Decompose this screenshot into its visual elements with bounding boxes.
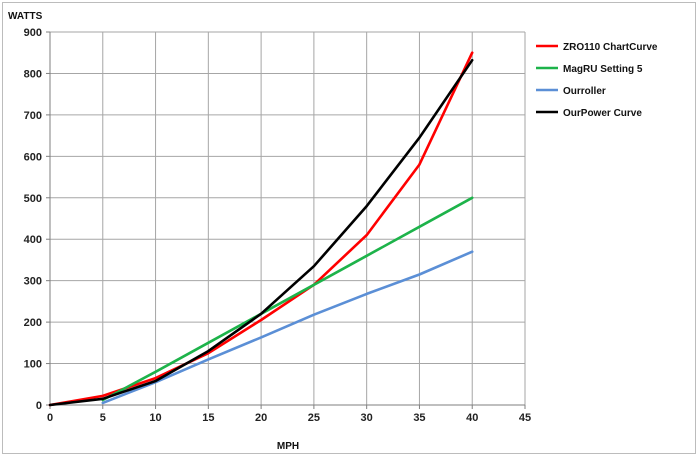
x-tick-label: 40	[466, 412, 478, 424]
legend-label-magru-setting-5: MagRU Setting 5	[563, 64, 643, 75]
x-tick-label: 25	[308, 412, 320, 424]
x-tick-label: 10	[149, 412, 161, 424]
x-axis-title: MPH	[277, 441, 299, 452]
legend: ZRO110 ChartCurve MagRU Setting 5 Ourrolle…	[536, 42, 658, 119]
legend-label-ourpower-curve: OurPower Curve	[563, 108, 642, 119]
legend-label-zro110-chartcurve: ZRO110 ChartCurve	[563, 42, 658, 53]
grid	[50, 31, 526, 405]
y-tick-label: 300	[24, 276, 42, 288]
y-tick-label: 200	[24, 317, 42, 329]
y-tick-label: 700	[24, 110, 42, 122]
y-tick-label: 800	[24, 68, 42, 80]
tick-labels: 0 5 10 15 20 25 30 35 40 45 0 100 200 300 400 500 600 700…	[24, 27, 531, 424]
y-tick-label: 500	[24, 193, 42, 205]
series-lines	[48, 51, 474, 407]
x-tick-label: 20	[255, 412, 267, 424]
series-line-ourpower-curve	[48, 58, 474, 407]
chart-frame: WATTS MPH 0 5 10 15 20 25 30 35 40 45 0 100 200 300 40…	[2, 2, 696, 454]
x-tick-label: 15	[202, 412, 214, 424]
y-axis-title: WATTS	[8, 11, 43, 22]
x-tick-label: 30	[361, 412, 373, 424]
y-tick-label: 0	[36, 400, 42, 412]
x-tick-label: 0	[47, 412, 53, 424]
axes	[49, 32, 525, 406]
y-tick-label: 900	[24, 27, 42, 39]
x-tick-label: 35	[413, 412, 425, 424]
legend-label-ourroller: Ourroller	[563, 86, 606, 97]
y-tick-label: 100	[24, 359, 42, 371]
y-tick-label: 400	[24, 234, 42, 246]
y-tick-label: 600	[24, 151, 42, 163]
series-line-magru-setting-5	[101, 196, 474, 402]
x-tick-label: 5	[100, 412, 106, 424]
series-line-ourroller	[101, 250, 474, 405]
line-chart: WATTS MPH 0 5 10 15 20 25 30 35 40 45 0 100 200 300 40…	[8, 11, 658, 452]
x-tick-label: 45	[519, 412, 531, 424]
